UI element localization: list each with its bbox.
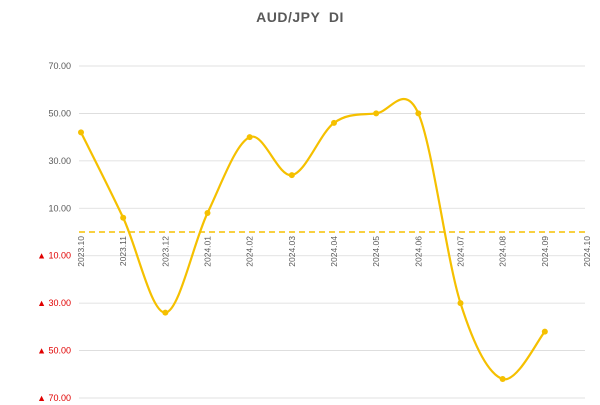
x-tick-label: 2024.07 xyxy=(456,236,466,267)
y-tick-label: 50.00 xyxy=(48,108,71,118)
y-tick-label: 70.00 xyxy=(48,61,71,71)
x-tick-label: 2024.08 xyxy=(498,236,508,267)
x-tick-label: 2024.10 xyxy=(582,236,592,267)
data-point xyxy=(415,110,422,117)
series-line xyxy=(79,98,546,381)
series-markers xyxy=(78,110,548,383)
data-point xyxy=(541,328,548,335)
x-tick-label: 2024.03 xyxy=(287,236,297,267)
data-point xyxy=(162,309,169,316)
y-axis-labels: 70.00 50.00 30.00 10.00 ▲ 10.00 ▲ 30.00 ▲ 50.0… xyxy=(37,61,71,403)
y-tick-label: 30.00 xyxy=(48,156,71,166)
x-tick-label: 2023.10 xyxy=(76,236,86,267)
y-tick-label: ▲ 70.00 xyxy=(37,393,71,403)
y-tick-label: ▲ 10.00 xyxy=(37,251,71,261)
gridlines xyxy=(79,65,585,399)
data-point xyxy=(288,172,295,179)
x-tick-label: 2024.09 xyxy=(540,236,550,267)
y-tick-label: 10.00 xyxy=(48,203,71,213)
x-tick-label: 2023.12 xyxy=(160,236,170,267)
y-tick-label: ▲ 50.00 xyxy=(37,346,71,356)
data-point xyxy=(204,210,211,217)
data-point xyxy=(499,376,506,383)
x-tick-label: 2024.02 xyxy=(245,236,255,267)
chart-title: AUD/JPY DI xyxy=(256,9,344,25)
data-point xyxy=(457,300,464,307)
x-tick-label: 2024.04 xyxy=(329,236,339,267)
x-tick-label: 2024.01 xyxy=(203,236,213,267)
x-tick-label: 2024.05 xyxy=(371,236,381,267)
x-axis-labels: 2023.10 2023.11 2023.12 2024.01 2024.02 2024.… xyxy=(76,236,592,267)
data-point xyxy=(373,110,380,117)
y-tick-label: ▲ 30.00 xyxy=(37,298,71,308)
x-tick-label: 2024.06 xyxy=(413,236,423,267)
data-point xyxy=(331,119,337,126)
x-tick-label: 2023.11 xyxy=(118,236,128,266)
data-point xyxy=(120,214,127,221)
data-point xyxy=(78,129,84,136)
data-point xyxy=(246,134,253,141)
